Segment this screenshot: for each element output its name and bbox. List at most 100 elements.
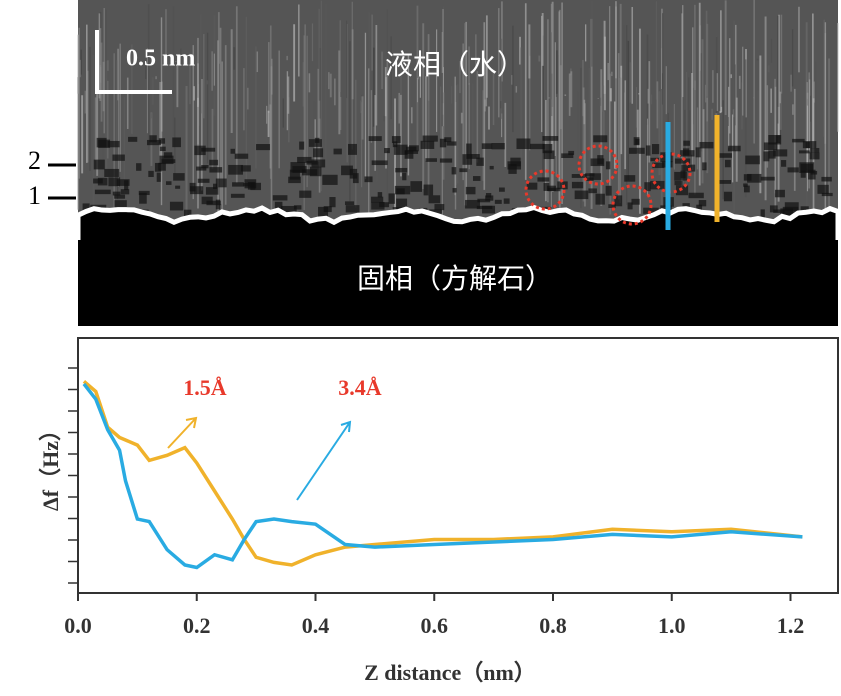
texture [788,167,799,172]
annotation: 3.4Å [338,375,382,400]
texture [628,202,633,209]
texture [198,179,210,183]
texture [392,136,401,143]
texture [575,191,589,200]
texture [453,188,457,192]
texture [781,160,786,167]
texture [94,160,105,170]
texture [629,148,645,154]
texture [206,187,219,195]
texture [216,200,220,210]
texture [369,136,382,141]
texture [396,188,404,194]
texture [495,200,502,204]
texture [763,151,769,161]
texture [516,138,530,148]
texture [98,178,108,186]
texture [201,165,208,168]
texture [631,199,639,205]
texture [770,205,778,212]
texture [482,206,495,214]
texture [159,138,165,143]
layer-label: 2 [28,146,41,175]
texture [421,141,435,149]
texture [395,168,407,172]
texture [378,192,382,197]
texture [799,150,810,153]
texture [209,160,218,166]
texture [311,159,325,167]
texture [548,188,561,191]
texture [473,176,480,181]
x-axis-label: Z distance（nm） [364,660,536,685]
texture [346,205,360,212]
texture [423,136,438,142]
texture [112,155,124,161]
texture [440,158,452,162]
texture [544,151,555,160]
texture [699,142,713,148]
x-tick-label: 0.8 [539,613,567,638]
texture [492,143,505,149]
texture [683,141,690,146]
texture [379,202,389,207]
texture [537,177,549,181]
texture [348,144,357,155]
texture [683,148,689,155]
texture [728,146,741,152]
texture [744,174,752,180]
liquid-label: 液相（水） [385,48,525,81]
texture [725,160,731,167]
texture [228,165,243,175]
texture [388,193,394,203]
texture [201,148,215,152]
texture [572,174,587,178]
texture [104,169,119,177]
texture [444,137,451,142]
texture [172,137,181,147]
texture [299,142,304,150]
texture [507,161,521,169]
texture [634,137,640,145]
texture [231,149,235,154]
texture [313,148,323,157]
texture [243,183,254,186]
x-tick-label: 0.6 [421,613,449,638]
texture [309,139,322,147]
texture [231,194,245,198]
texture [466,187,476,194]
texture [769,151,776,159]
x-tick-label: 0.0 [64,613,92,638]
texture [689,193,704,198]
texture [810,148,819,153]
texture [482,143,492,149]
texture [674,181,682,185]
texture [761,177,775,181]
texture [718,153,732,158]
texture [542,136,558,141]
texture [696,147,701,157]
texture [345,201,354,205]
texture [606,186,612,196]
texture [466,154,479,159]
y-axis-label: Δf（Hz） [38,419,63,511]
texture [821,177,831,182]
texture [425,158,437,162]
texture [699,200,706,206]
texture [459,168,467,172]
page: 0.00.20.40.60.81.01.2Z distance（nm）Δf（Hz… [0,0,841,696]
layer-label: 1 [28,181,41,210]
texture [504,198,510,203]
texture [108,177,120,186]
solid-label: 固相（方解石） [357,262,553,295]
texture [114,195,125,199]
annotation: 1.5Å [183,375,227,400]
texture [652,144,659,154]
texture [624,175,635,182]
texture [402,173,406,180]
texture [591,158,605,166]
texture [384,148,390,153]
texture [409,145,419,151]
texture [588,188,597,193]
texture [775,190,785,197]
